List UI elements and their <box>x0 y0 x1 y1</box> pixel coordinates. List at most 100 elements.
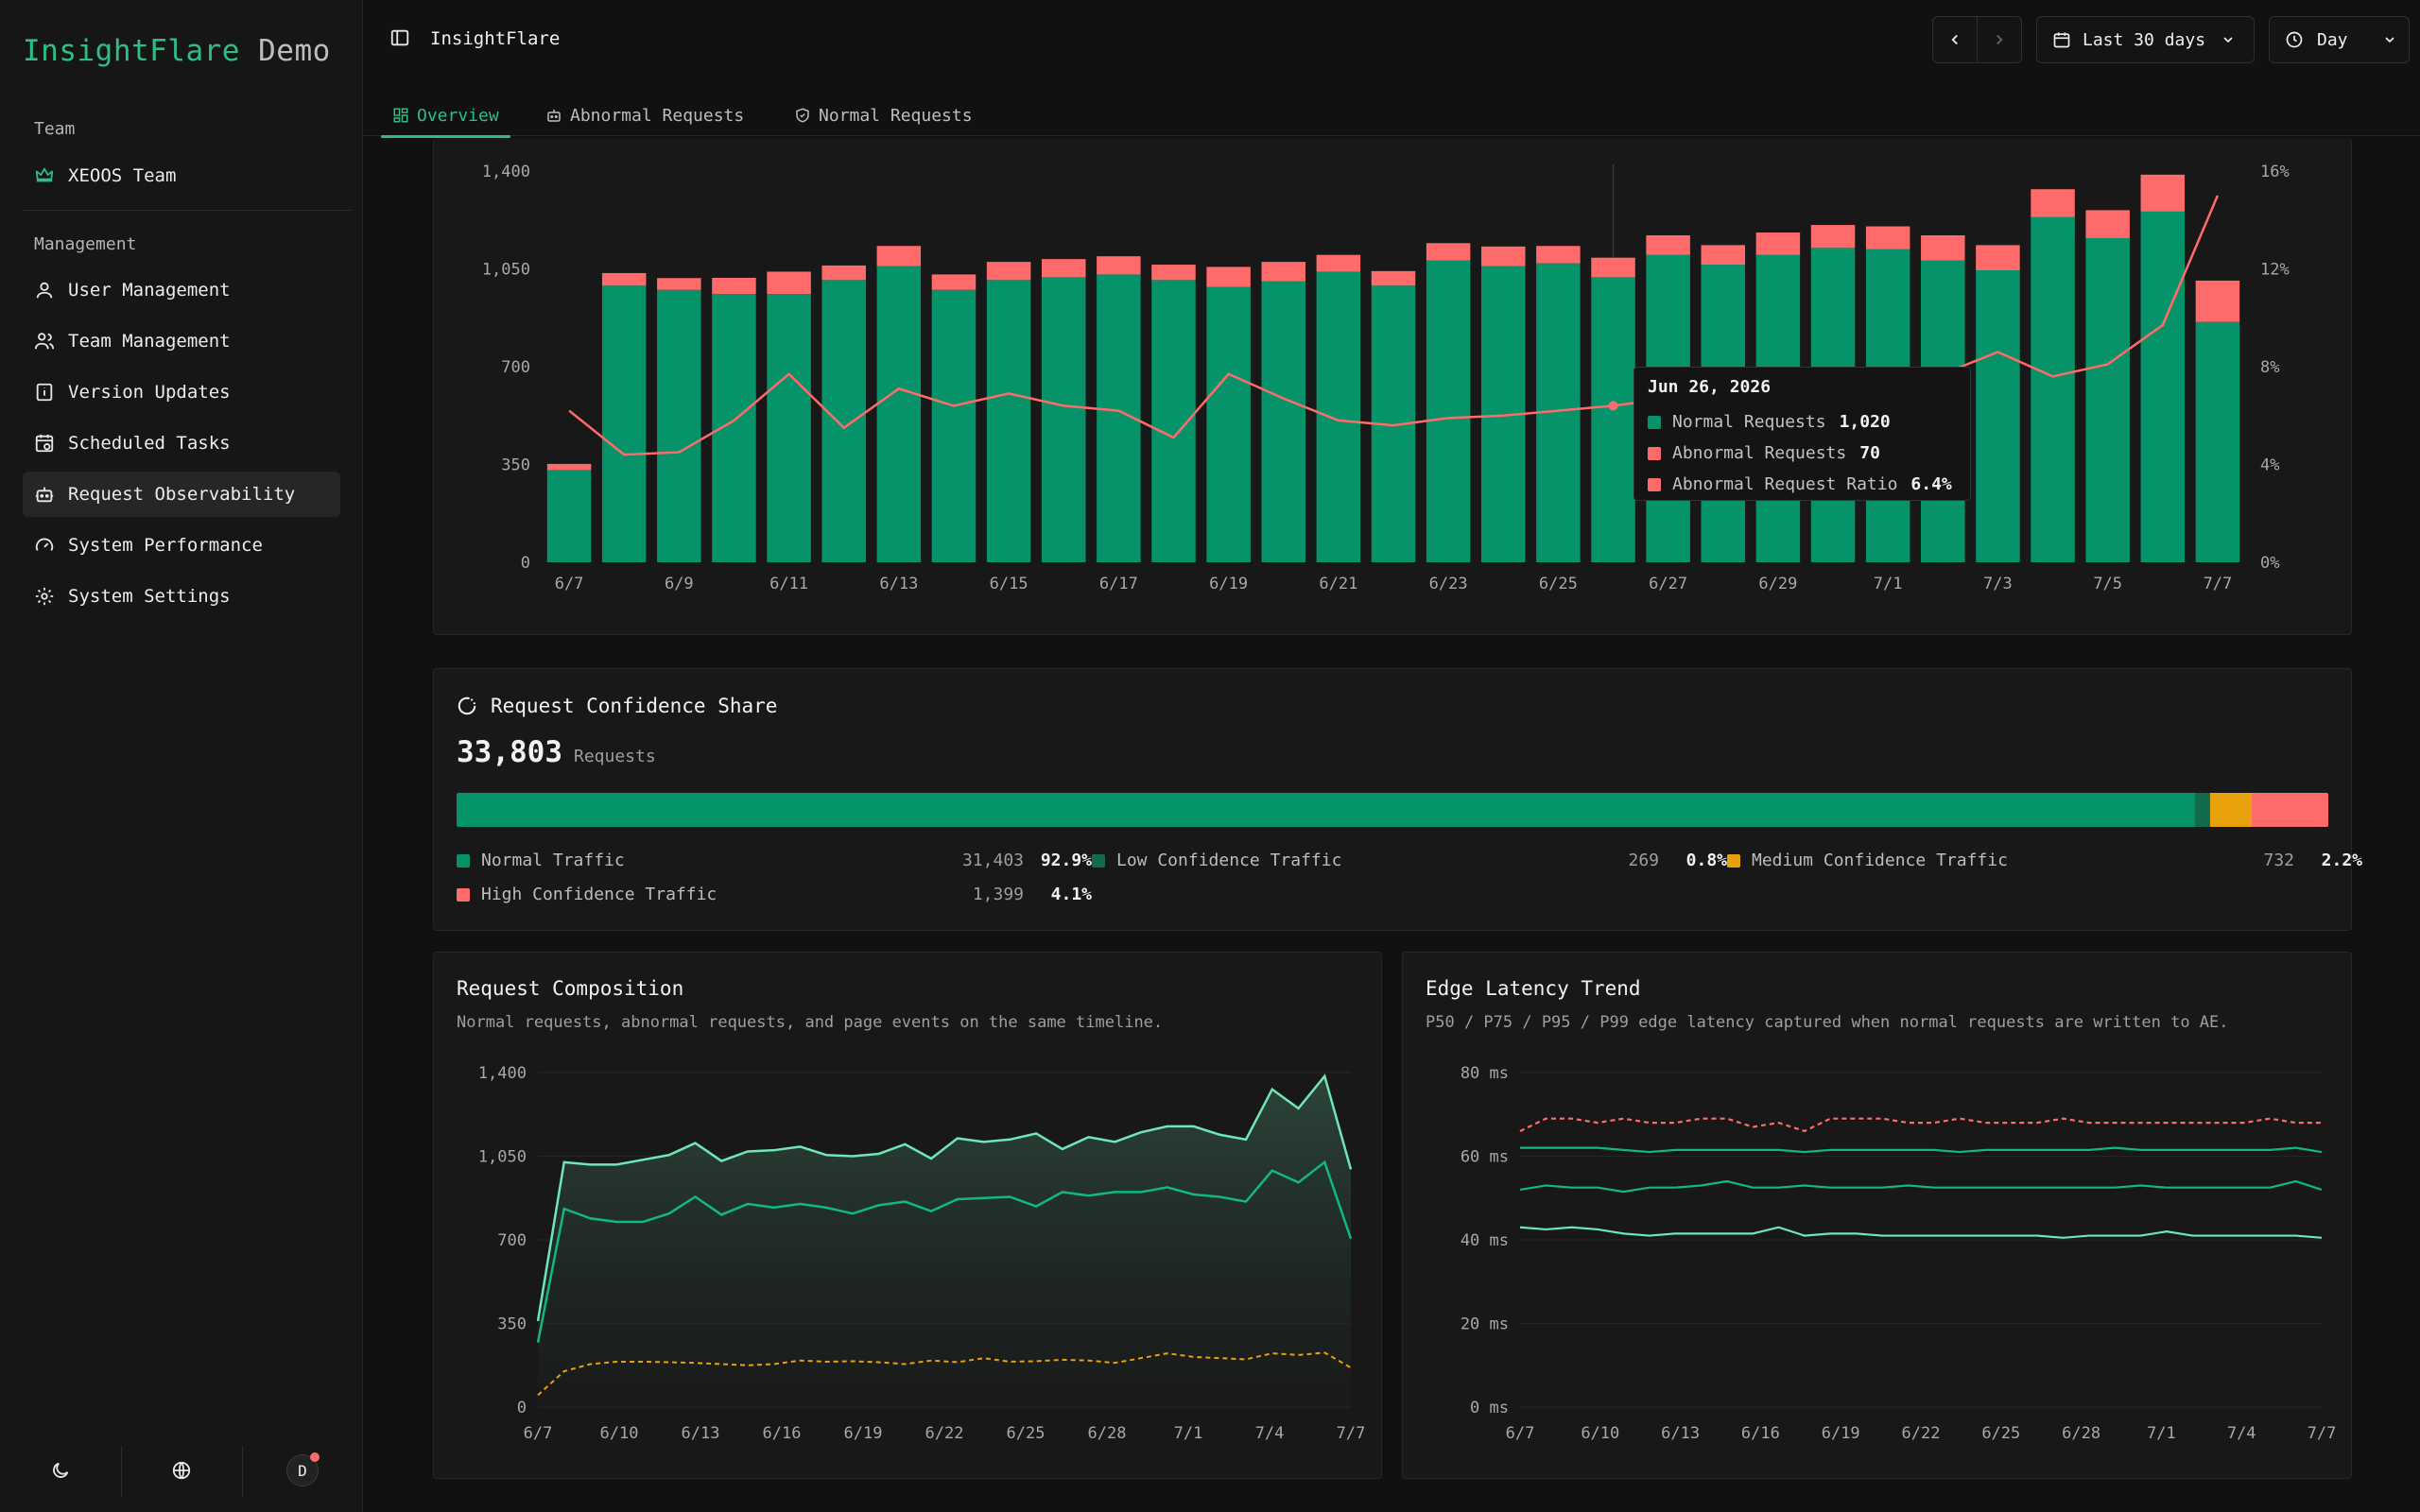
sidebar-item-version-updates[interactable]: Version Updates <box>23 369 340 415</box>
y-tick-label: 350 <box>497 1315 527 1334</box>
legend-count: 1,399 <box>972 885 1024 904</box>
x-tick-label: 6/21 <box>1319 575 1357 593</box>
sidebar-item-system-settings[interactable]: System Settings <box>23 574 340 619</box>
sidebar-item-label: Version Updates <box>68 382 231 403</box>
document-icon <box>36 383 53 402</box>
bar-abnormal <box>931 274 977 290</box>
legend-percent: 92.9% <box>1040 850 1092 870</box>
latency-line-P75 <box>1519 1179 2323 1194</box>
x-tick-label: 7/1 <box>1174 1424 1203 1443</box>
sidebar-item-label: Scheduled Tasks <box>68 433 231 454</box>
x-tick-label: 6/25 <box>1007 1424 1046 1443</box>
chevron-down-icon <box>2223 37 2233 43</box>
x-tick-label: 6/7 <box>555 575 584 593</box>
series-line-normal <box>536 1160 1353 1343</box>
share-segment[interactable] <box>2251 793 2328 827</box>
shield-check-icon <box>796 108 809 123</box>
legend-swatch <box>1648 477 1661 491</box>
sidebar-toggle-icon[interactable] <box>389 27 410 48</box>
calendar-clock-icon <box>35 434 54 453</box>
y-tick-label: 0 ms <box>1470 1399 1509 1418</box>
y-tick-label: 20 ms <box>1461 1315 1509 1334</box>
y2-tick-label: 16% <box>2260 163 2290 181</box>
brand-primary: InsightFlare <box>23 34 240 68</box>
bar-normal <box>821 280 866 562</box>
legend-normal-traffic: Normal Traffic 31,403 92.9% <box>457 850 1092 870</box>
date-range-select[interactable]: Last 30 days <box>2036 16 2255 63</box>
legend-label: Low Confidence Traffic <box>1116 850 1342 870</box>
bar-abnormal <box>1206 266 1251 287</box>
requests-bar-chart-card: 0 350 700 1,050 1,400 0% 4% 8% 12% 16% 6/7 6/9 6/11 6… <box>433 138 2352 635</box>
robot-icon <box>35 487 54 503</box>
calendar-icon <box>2053 32 2070 48</box>
team-switcher[interactable]: XEOOS Team <box>23 153 340 198</box>
user-menu[interactable]: D <box>242 1429 363 1512</box>
y-tick-label: 350 <box>501 456 530 475</box>
legend-swatch <box>457 853 470 868</box>
tab-abnormal-requests[interactable]: Abnormal Requests <box>545 94 744 136</box>
share-segment[interactable] <box>2195 793 2211 827</box>
edge-latency-chart[interactable]: 0 ms 20 ms 40 ms 60 ms 80 ms 6/7 6/10 6/13 6/16 6… <box>1403 953 2353 1480</box>
x-tick-label: 7/4 <box>1255 1424 1285 1443</box>
requests-bar-chart[interactable]: 0 350 700 1,050 1,400 0% 4% 8% 12% 16% 6/7 6/9 6/11 6… <box>434 138 2353 635</box>
legend-swatch <box>1648 415 1661 429</box>
bar-normal <box>1206 286 1251 562</box>
bar-normal <box>657 289 701 562</box>
bar-abnormal <box>1646 235 1690 255</box>
x-tick-label: 7/1 <box>2147 1424 2176 1443</box>
sidebar-item-scheduled-tasks[interactable]: Scheduled Tasks <box>23 421 340 466</box>
chevron-right-icon <box>1996 34 2003 45</box>
bar-abnormal <box>1810 225 1856 249</box>
y2-tick-label: 0% <box>2260 554 2279 573</box>
y2-tick-label: 4% <box>2260 456 2279 475</box>
sidebar-item-team-management[interactable]: Team Management <box>23 318 340 364</box>
tooltip-value: 1,020 <box>1839 412 1891 432</box>
sidebar-item-request-observability[interactable]: Request Observability <box>23 472 340 517</box>
x-tick-label: 7/7 <box>2204 575 2233 593</box>
tooltip-date: Jun 26, 2026 <box>1648 377 1772 397</box>
tab-normal-requests[interactable]: Normal Requests <box>794 94 973 136</box>
previous-period-button[interactable] <box>1932 16 1978 63</box>
globe-icon <box>172 1461 191 1480</box>
y-tick-label: 700 <box>497 1231 527 1250</box>
request-composition-card: Request Composition Normal requests, abn… <box>433 952 1382 1479</box>
share-segment[interactable] <box>2210 793 2252 827</box>
brand-logo[interactable]: InsightFlare Demo <box>23 34 331 68</box>
tab-overview[interactable]: Overview <box>381 94 510 138</box>
bar-abnormal <box>1097 256 1141 275</box>
bar-normal <box>1316 271 1361 562</box>
x-tick-label: 6/11 <box>769 575 808 593</box>
bar-abnormal <box>546 463 592 471</box>
x-tick-label: 6/9 <box>665 575 694 593</box>
confidence-share-bar[interactable] <box>457 793 2328 827</box>
gauge-icon <box>35 538 54 551</box>
bar-normal <box>1976 269 2020 562</box>
legend-swatch <box>1648 446 1661 460</box>
share-segment[interactable] <box>457 793 2196 827</box>
bar-abnormal <box>712 277 756 295</box>
granularity-select[interactable]: Day <box>2269 16 2410 63</box>
bar-abnormal <box>1261 262 1305 282</box>
legend-swatch <box>457 887 470 902</box>
tooltip-label: Abnormal Request Ratio <box>1672 474 1898 494</box>
bar-abnormal <box>1921 235 1965 261</box>
language-switcher[interactable] <box>121 1429 242 1512</box>
tooltip-value: 70 <box>1859 443 1880 463</box>
latency-subtitle: P50 / P75 / P95 / P99 edge latency captu… <box>1426 1013 2229 1032</box>
request-composition-chart[interactable]: 0 350 700 1,050 1,400 6/7 6/10 6/13 6/16 6/19 6/22… <box>434 953 1383 1480</box>
sidebar-item-system-performance[interactable]: System Performance <box>23 523 340 568</box>
latency-title: Edge Latency Trend <box>1426 977 1641 1000</box>
granularity-value: Day <box>2317 29 2348 50</box>
x-tick-label: 7/7 <box>2308 1424 2337 1443</box>
x-tick-label: 7/4 <box>2227 1424 2256 1443</box>
next-period-button[interactable] <box>1977 16 2022 63</box>
confidence-share-card: Request Confidence Share 33,803 Requests… <box>433 668 2362 931</box>
bar-normal <box>931 289 977 562</box>
composition-title: Request Composition <box>457 977 684 1000</box>
sidebar-item-user-management[interactable]: User Management <box>23 267 340 313</box>
bar-abnormal <box>1426 243 1471 261</box>
x-tick-label: 6/7 <box>1506 1424 1535 1443</box>
bar-normal <box>1591 277 1635 562</box>
bar-abnormal <box>821 265 866 281</box>
theme-toggle[interactable] <box>0 1429 121 1512</box>
